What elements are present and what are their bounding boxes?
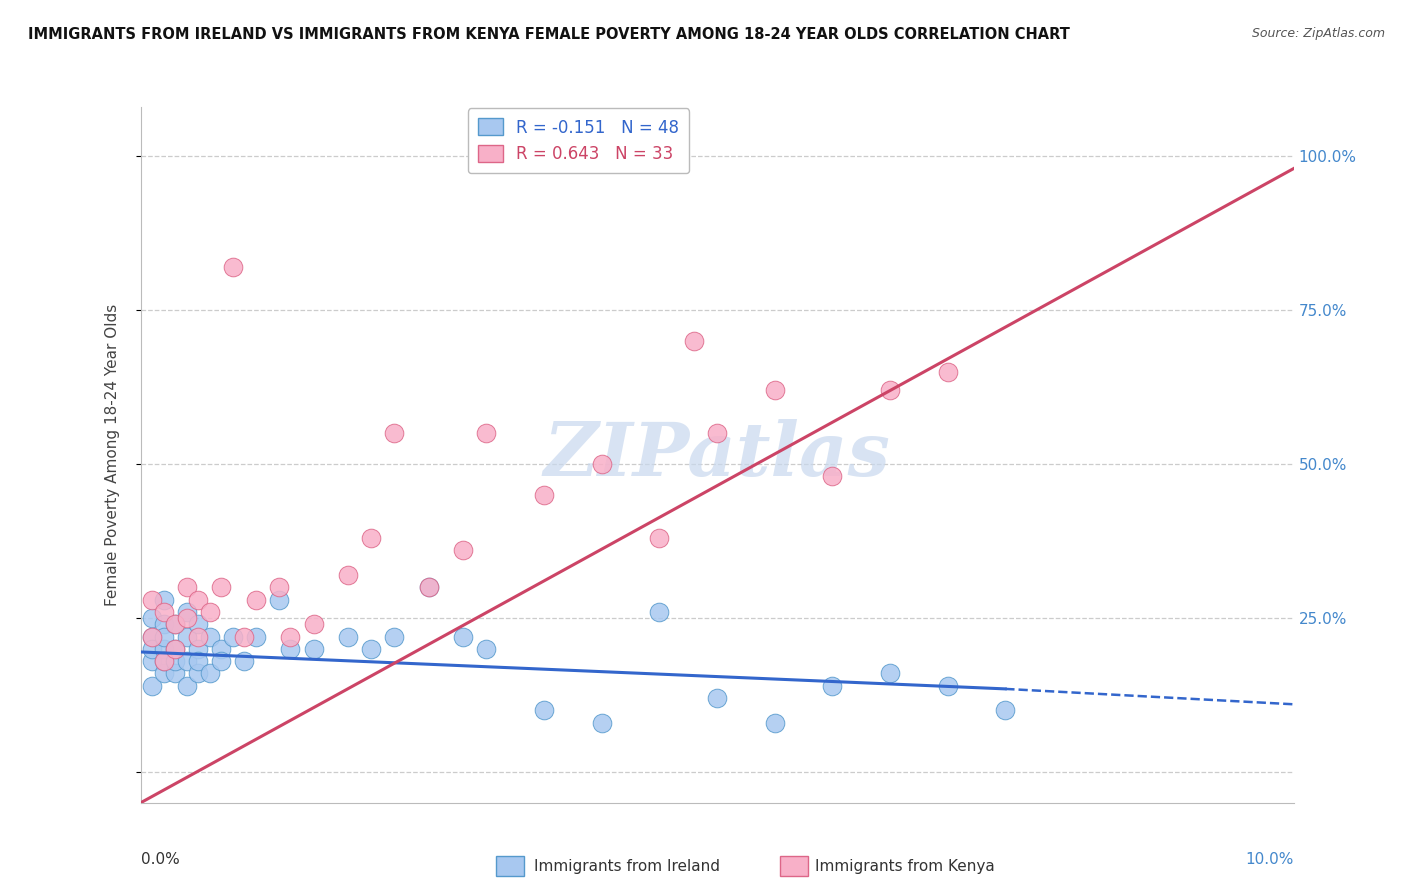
Point xyxy=(591,457,613,471)
Point xyxy=(176,679,198,693)
Legend: R = -0.151   N = 48, R = 0.643   N = 33: R = -0.151 N = 48, R = 0.643 N = 33 xyxy=(468,109,689,173)
Text: Source: ZipAtlas.com: Source: ZipAtlas.com xyxy=(1251,27,1385,40)
Point xyxy=(141,641,163,656)
Point xyxy=(879,666,901,681)
Point xyxy=(821,679,844,693)
Point xyxy=(591,715,613,730)
Point xyxy=(648,605,671,619)
Point xyxy=(198,605,221,619)
Point xyxy=(233,654,256,668)
Point xyxy=(187,654,209,668)
Point xyxy=(165,666,187,681)
Point xyxy=(382,426,405,441)
Point xyxy=(209,654,232,668)
Point xyxy=(453,630,475,644)
Point xyxy=(176,630,198,644)
Text: 10.0%: 10.0% xyxy=(1246,852,1294,866)
Point xyxy=(280,641,302,656)
Point xyxy=(176,611,198,625)
Point xyxy=(994,703,1017,717)
Point xyxy=(152,654,174,668)
Point xyxy=(245,630,267,644)
Point xyxy=(533,703,555,717)
Point xyxy=(198,666,221,681)
Point xyxy=(382,630,405,644)
Point xyxy=(209,580,232,594)
Point xyxy=(187,666,209,681)
Point xyxy=(706,426,728,441)
Text: Immigrants from Ireland: Immigrants from Ireland xyxy=(534,859,720,874)
Text: Immigrants from Kenya: Immigrants from Kenya xyxy=(815,859,995,874)
Text: 0.0%: 0.0% xyxy=(141,852,180,866)
Point xyxy=(821,469,844,483)
Point xyxy=(141,654,163,668)
Point xyxy=(165,654,187,668)
Point xyxy=(152,641,174,656)
Point xyxy=(176,605,198,619)
Point xyxy=(165,641,187,656)
Point xyxy=(152,605,174,619)
Point xyxy=(418,580,440,594)
Point xyxy=(141,592,163,607)
Y-axis label: Female Poverty Among 18-24 Year Olds: Female Poverty Among 18-24 Year Olds xyxy=(105,304,120,606)
Point xyxy=(763,384,786,398)
Point xyxy=(152,666,174,681)
Point xyxy=(337,630,360,644)
Point xyxy=(267,580,290,594)
Point xyxy=(302,641,325,656)
Point xyxy=(222,260,245,274)
Point xyxy=(141,630,163,644)
Point xyxy=(176,580,198,594)
Point xyxy=(763,715,786,730)
Point xyxy=(187,630,209,644)
Point xyxy=(176,654,198,668)
Point xyxy=(233,630,256,644)
Point xyxy=(141,679,163,693)
Point xyxy=(187,592,209,607)
Point xyxy=(936,365,959,379)
Point xyxy=(936,679,959,693)
Point xyxy=(453,543,475,558)
Point xyxy=(337,568,360,582)
Point xyxy=(648,531,671,545)
Point xyxy=(280,630,302,644)
Point xyxy=(879,384,901,398)
Point xyxy=(165,617,187,632)
Point xyxy=(152,630,174,644)
Point xyxy=(152,654,174,668)
Point xyxy=(475,426,498,441)
Point xyxy=(683,334,706,348)
Point xyxy=(165,617,187,632)
Point xyxy=(209,641,232,656)
Point xyxy=(222,630,245,644)
Text: IMMIGRANTS FROM IRELAND VS IMMIGRANTS FROM KENYA FEMALE POVERTY AMONG 18-24 YEAR: IMMIGRANTS FROM IRELAND VS IMMIGRANTS FR… xyxy=(28,27,1070,42)
Point xyxy=(187,617,209,632)
Point xyxy=(245,592,267,607)
Point xyxy=(198,630,221,644)
Point xyxy=(141,630,163,644)
Point xyxy=(141,611,163,625)
Point xyxy=(267,592,290,607)
Point xyxy=(302,617,325,632)
Point xyxy=(360,641,382,656)
Point xyxy=(152,592,174,607)
Point xyxy=(418,580,440,594)
Point xyxy=(152,617,174,632)
Point xyxy=(165,641,187,656)
Point xyxy=(187,641,209,656)
Text: ZIPatlas: ZIPatlas xyxy=(544,418,890,491)
Point xyxy=(533,488,555,502)
Point xyxy=(475,641,498,656)
Point xyxy=(706,691,728,706)
Point xyxy=(360,531,382,545)
